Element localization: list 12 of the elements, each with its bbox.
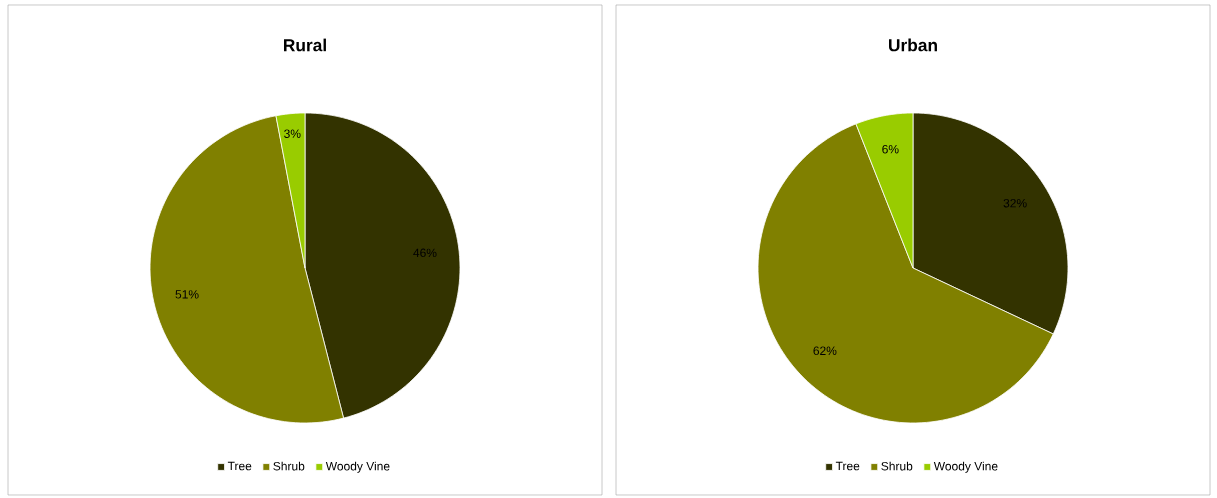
legend-label: Shrub <box>273 461 305 471</box>
data-label: 51% <box>175 290 199 299</box>
legend-label: Tree <box>835 461 860 471</box>
legend-label: Woody Vine <box>325 461 390 473</box>
legend-label: Woody Vine <box>933 461 998 473</box>
data-label: 6% <box>882 144 899 154</box>
data-label: 62% <box>813 346 837 355</box>
legend-label: Tree <box>227 461 252 471</box>
chart-title: Rural <box>284 38 326 52</box>
chart-title: Urban <box>889 38 937 52</box>
legend-label: Shrub <box>881 461 913 471</box>
data-label: 3% <box>284 129 301 138</box>
